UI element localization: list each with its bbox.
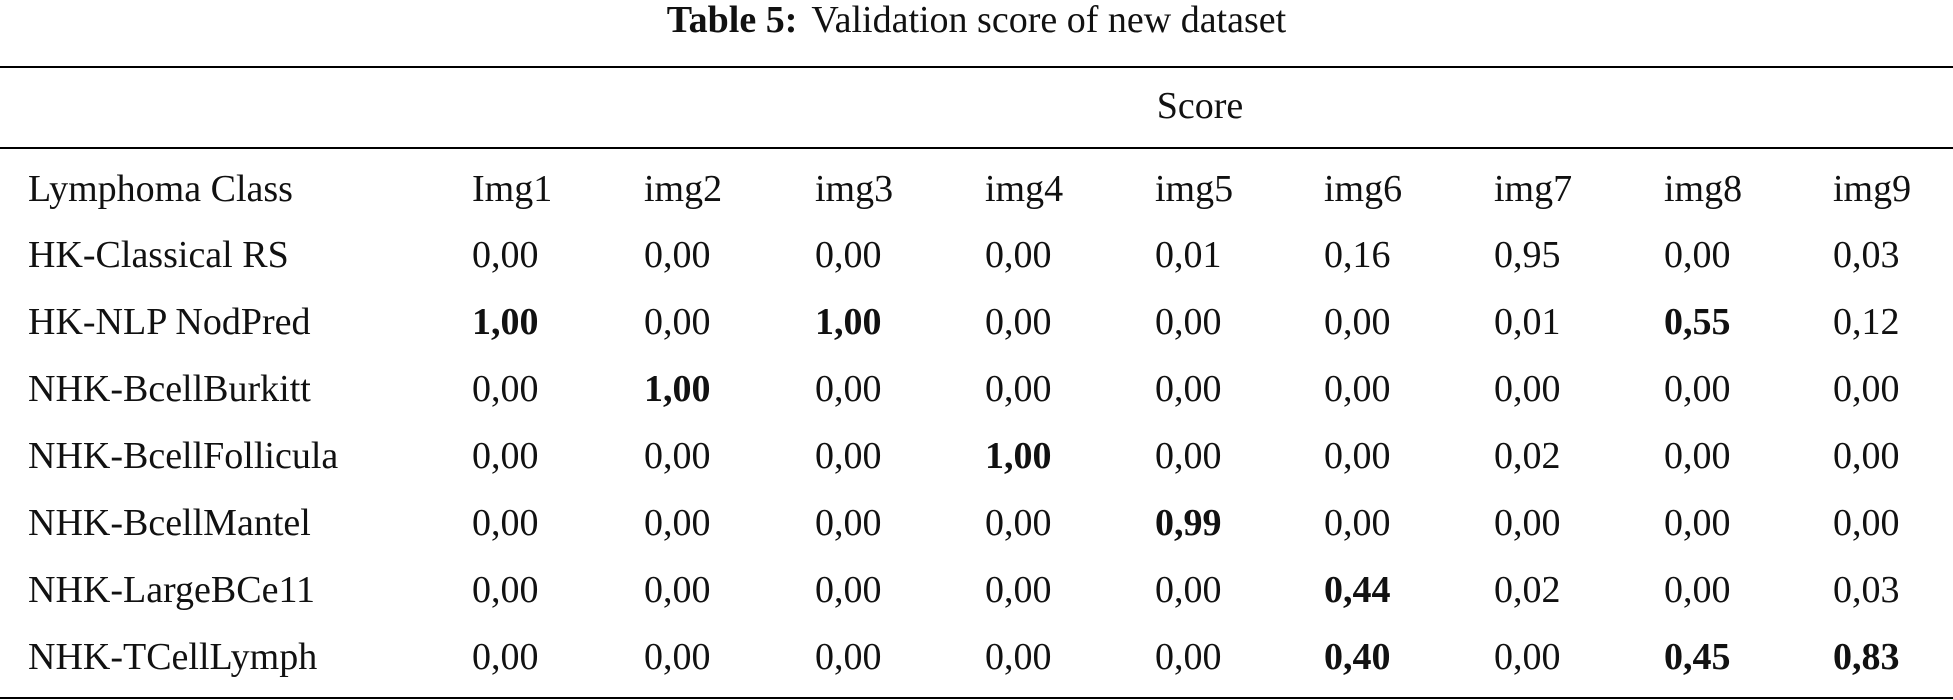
score-cell: 0,00 (472, 502, 539, 544)
score-cell: 0,00 (1833, 435, 1900, 477)
score-cell: 0,00 (644, 502, 711, 544)
score-cell: 0,00 (472, 435, 539, 477)
column-header-img7: img7 (1494, 168, 1573, 210)
score-cell: 0,00 (1833, 368, 1900, 410)
score-cell: 0,00 (1664, 368, 1731, 410)
score-cell: 0,00 (472, 636, 539, 678)
score-cell: 0,02 (1494, 435, 1561, 477)
score-cell: 0,00 (472, 368, 539, 410)
score-cell: 0,40 (1324, 636, 1391, 678)
row-label: HK-NLP NodPred (28, 301, 311, 343)
score-cell: 0,00 (472, 569, 539, 611)
score-cell: 0,00 (815, 234, 882, 276)
score-cell: 0,00 (985, 502, 1052, 544)
score-cell: 0,44 (1324, 569, 1391, 611)
column-header-img2: img2 (644, 168, 723, 210)
row-label: NHK-BcellFollicula (28, 435, 339, 477)
score-cell: 0,00 (644, 234, 711, 276)
score-cell: 0,00 (815, 502, 882, 544)
score-cell: 0,00 (1664, 435, 1731, 477)
column-header-row: Lymphoma Class Img1 img2 img3 img4 img5 … (0, 156, 1953, 222)
score-cell: 0,00 (1155, 435, 1222, 477)
score-cell: 0,00 (815, 569, 882, 611)
score-cell: 0,00 (644, 569, 711, 611)
column-header-img3: img3 (815, 168, 894, 210)
score-cell: 0,00 (815, 435, 882, 477)
score-cell: 0,00 (1155, 368, 1222, 410)
score-cell: 1,00 (815, 301, 882, 343)
score-cell: 0,00 (815, 368, 882, 410)
table-row: NHK-BcellBurkitt 0,00 1,00 0,00 0,00 0,00 0,00… (0, 356, 1953, 422)
score-cell: 0,00 (985, 301, 1052, 343)
score-cell: 0,00 (1324, 301, 1391, 343)
row-label: NHK-BcellMantel (28, 502, 311, 544)
score-cell: 0,00 (1664, 502, 1731, 544)
table-caption: Table 5: Validation score of new dataset (0, 0, 1953, 44)
score-cell: 0,00 (1664, 569, 1731, 611)
table-row: HK-Classical RS 0,00 0,00 0,00 0,00 0,01 0,16 0… (0, 222, 1953, 288)
score-cell: 1,00 (985, 435, 1052, 477)
column-header-img6: img6 (1324, 168, 1403, 210)
score-cell: 0,00 (815, 636, 882, 678)
score-cell: 0,00 (1155, 636, 1222, 678)
score-cell: 1,00 (472, 301, 539, 343)
column-header-class: Lymphoma Class (28, 168, 293, 210)
table-row: NHK-BcellFollicula 0,00 0,00 0,00 1,00 0,00 0,… (0, 423, 1953, 489)
score-cell: 0,00 (1324, 435, 1391, 477)
table-row: NHK-BcellMantel 0,00 0,00 0,00 0,00 0,99 0,00 0… (0, 490, 1953, 556)
score-cell: 0,03 (1833, 234, 1900, 276)
score-cell: 0,00 (985, 569, 1052, 611)
row-label: NHK-LargeBCe11 (28, 569, 316, 611)
score-cell: 0,45 (1664, 636, 1731, 678)
score-cell: 0,00 (1155, 301, 1222, 343)
score-group-header: Score (1156, 85, 1244, 127)
row-label: NHK-TCellLymph (28, 636, 318, 678)
caption-label: Table 5: (666, 0, 798, 41)
bottom-rule (0, 697, 1953, 699)
score-cell: 0,00 (1494, 636, 1561, 678)
score-cell: 0,01 (1494, 301, 1561, 343)
top-rule (0, 66, 1953, 68)
column-header-img9: img9 (1833, 168, 1912, 210)
score-cell: 0,00 (1494, 368, 1561, 410)
column-header-img1: Img1 (472, 168, 553, 210)
score-cell: 0,00 (1833, 502, 1900, 544)
score-cell: 0,00 (472, 234, 539, 276)
table-row: NHK-TCellLymph 0,00 0,00 0,00 0,00 0,00 0,40 0,… (0, 624, 1953, 690)
score-cell: 0,00 (1494, 502, 1561, 544)
score-cell: 0,16 (1324, 234, 1391, 276)
score-cell: 0,03 (1833, 569, 1900, 611)
score-cell: 0,00 (1324, 368, 1391, 410)
score-cell: 0,00 (644, 636, 711, 678)
row-label: NHK-BcellBurkitt (28, 368, 311, 410)
score-cell: 0,00 (1664, 234, 1731, 276)
header-rule (0, 147, 1953, 149)
score-cell: 0,00 (985, 368, 1052, 410)
column-header-img8: img8 (1664, 168, 1743, 210)
score-cell: 0,83 (1833, 636, 1900, 678)
table-row: NHK-LargeBCe11 0,00 0,00 0,00 0,00 0,00 0,44 0,… (0, 557, 1953, 623)
score-cell: 0,01 (1155, 234, 1222, 276)
score-cell: 1,00 (644, 368, 711, 410)
score-cell: 0,99 (1155, 502, 1222, 544)
score-cell: 0,00 (644, 301, 711, 343)
score-cell: 0,00 (1324, 502, 1391, 544)
score-cell: 0,00 (985, 636, 1052, 678)
row-label: HK-Classical RS (28, 234, 289, 276)
table-row: HK-NLP NodPred 1,00 0,00 1,00 0,00 0,00 0,00 0,… (0, 289, 1953, 355)
caption-text: Validation score of new dataset (811, 0, 1287, 41)
score-cell: 0,12 (1833, 301, 1900, 343)
column-header-img4: img4 (985, 168, 1064, 210)
score-cell: 0,00 (1155, 569, 1222, 611)
score-cell: 0,00 (985, 234, 1052, 276)
score-cell: 0,55 (1664, 301, 1731, 343)
score-cell: 0,00 (644, 435, 711, 477)
score-cell: 0,95 (1494, 234, 1561, 276)
column-header-img5: img5 (1155, 168, 1234, 210)
score-cell: 0,02 (1494, 569, 1561, 611)
